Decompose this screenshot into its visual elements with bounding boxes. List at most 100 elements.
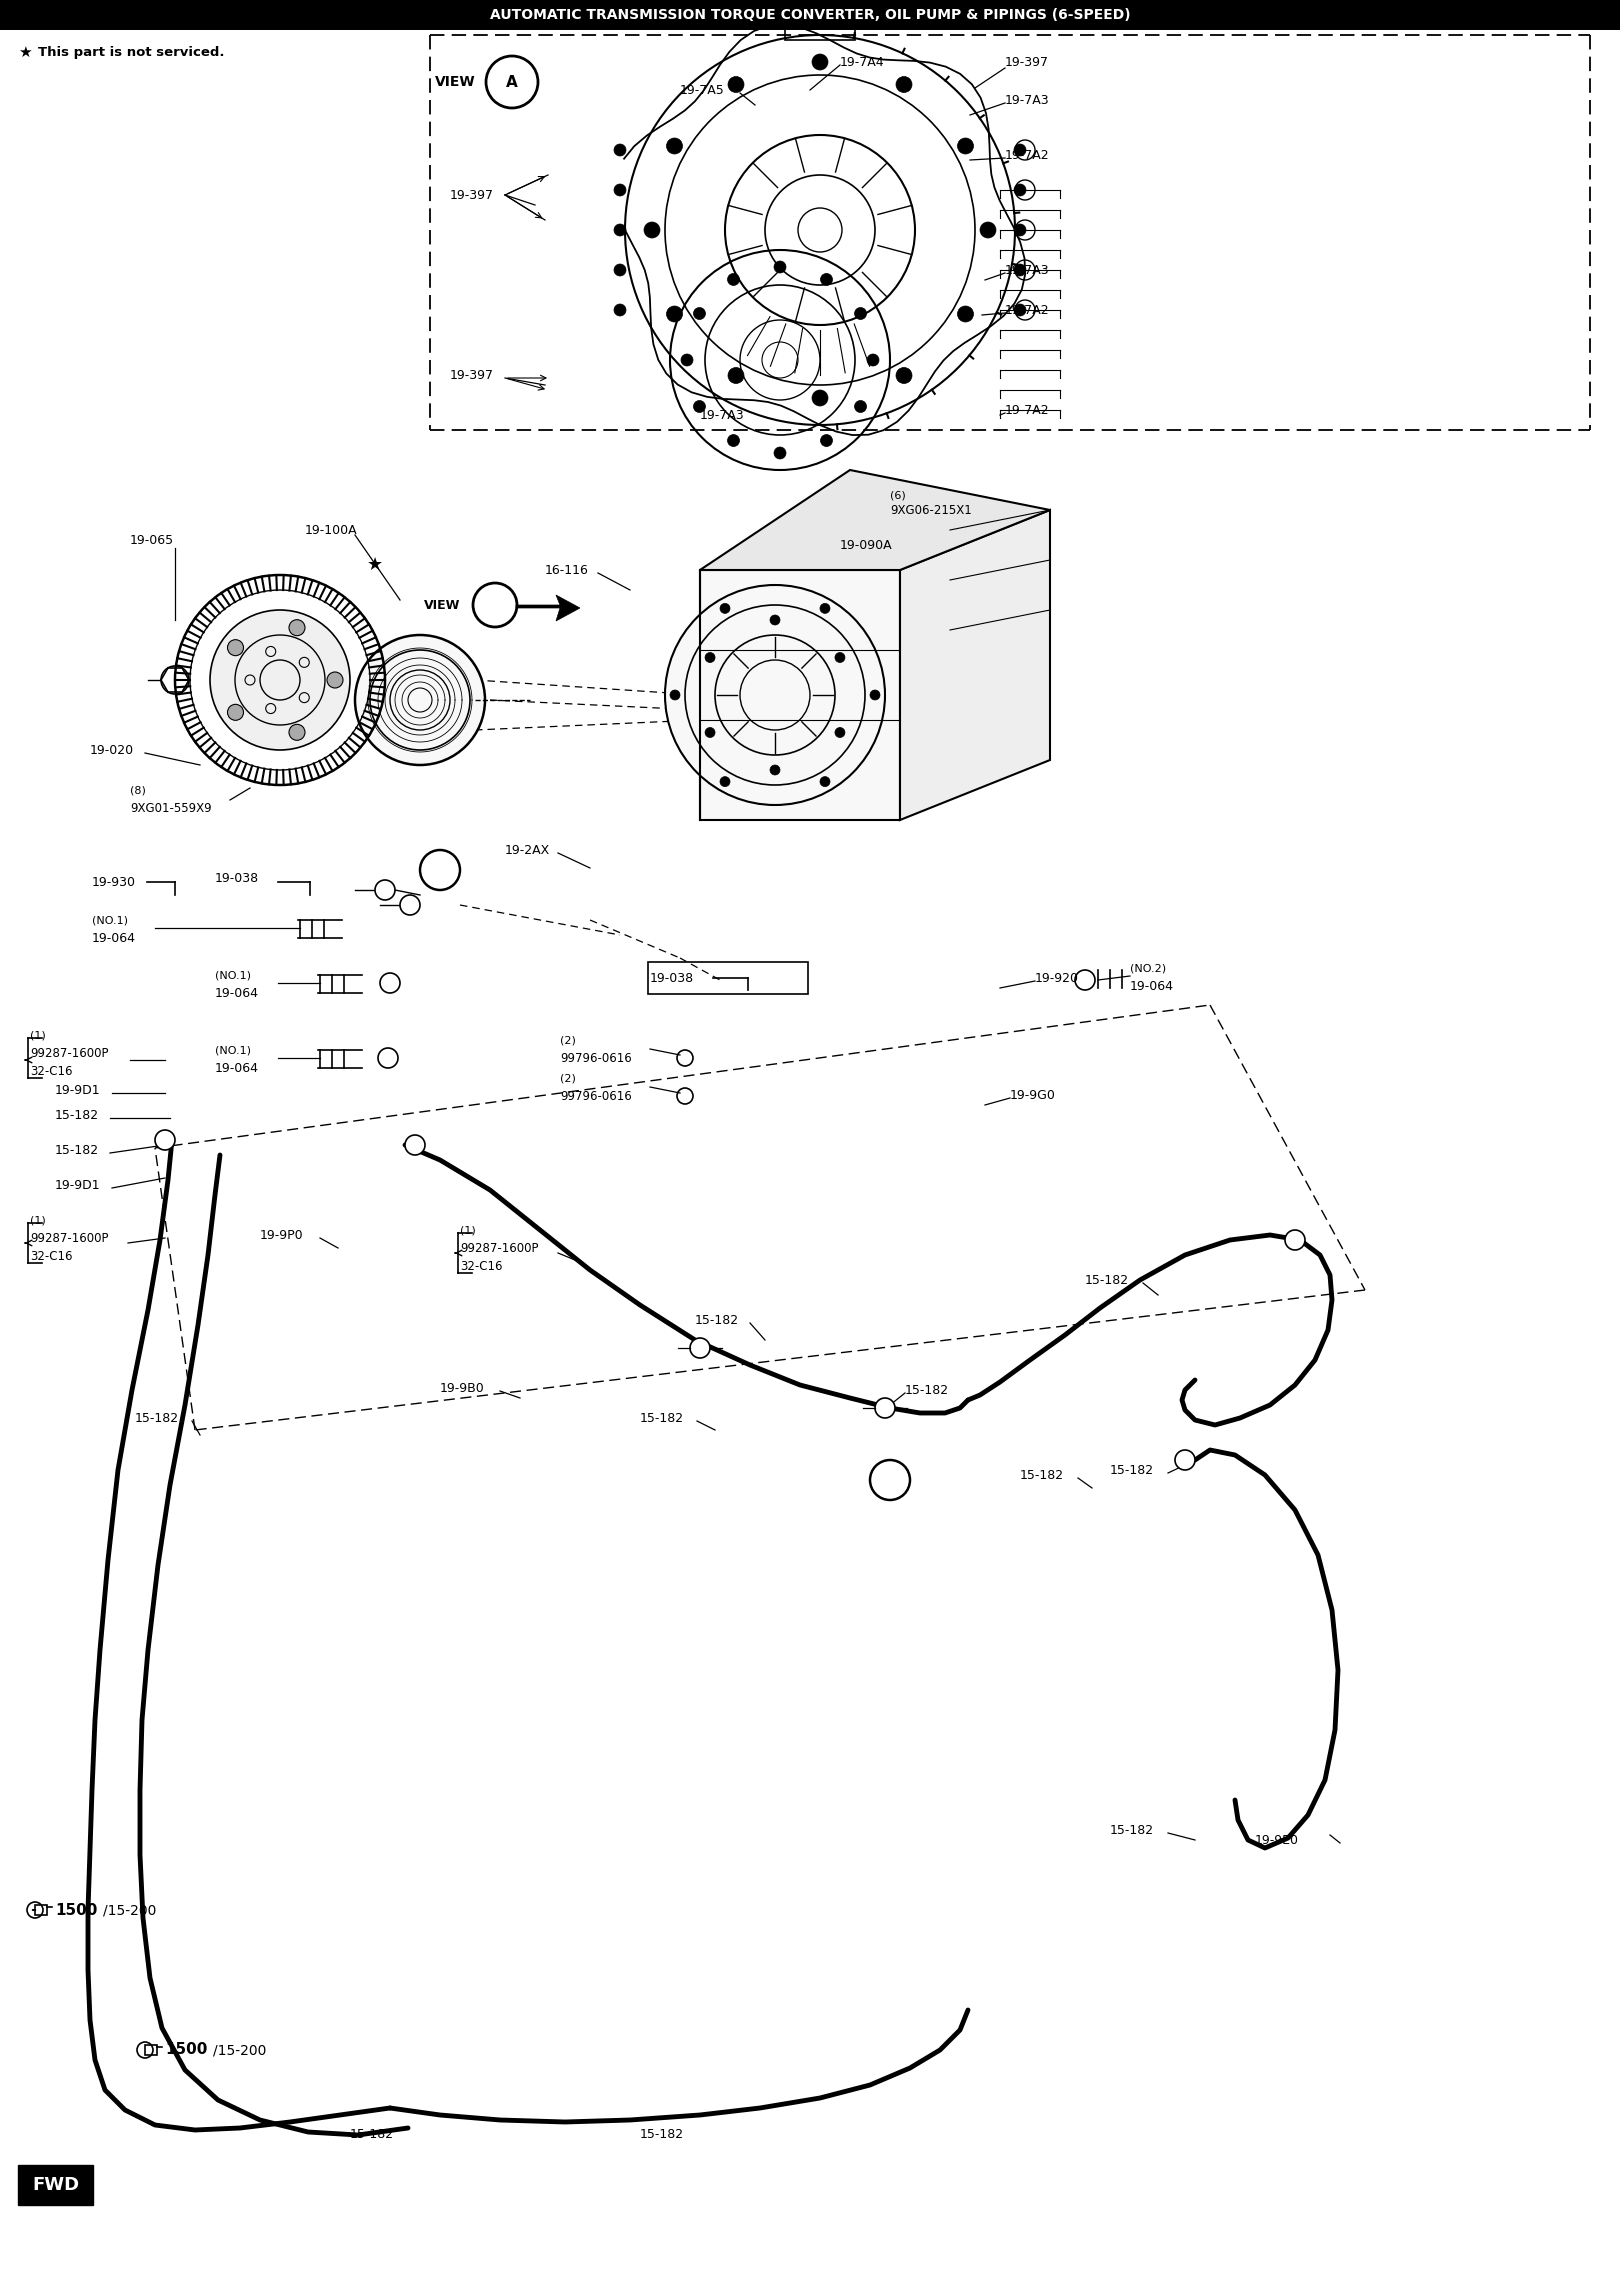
- Circle shape: [820, 435, 833, 446]
- Circle shape: [1285, 1229, 1306, 1250]
- Circle shape: [355, 635, 484, 765]
- Text: A: A: [505, 75, 518, 89]
- Text: 9XG06-215X1: 9XG06-215X1: [889, 503, 972, 517]
- Text: 15-182: 15-182: [1085, 1275, 1129, 1286]
- Circle shape: [834, 728, 846, 737]
- Text: 19-397: 19-397: [1004, 55, 1050, 68]
- Text: (6): (6): [889, 489, 906, 501]
- Text: 16-116: 16-116: [544, 564, 590, 576]
- Text: AUTOMATIC TRANSMISSION TORQUE CONVERTER, OIL PUMP & PIPINGS (6-SPEED): AUTOMATIC TRANSMISSION TORQUE CONVERTER,…: [489, 9, 1131, 23]
- Circle shape: [875, 1397, 894, 1418]
- Circle shape: [870, 690, 880, 701]
- Text: 19-038: 19-038: [215, 872, 259, 885]
- Circle shape: [812, 55, 828, 71]
- Circle shape: [719, 776, 731, 787]
- Circle shape: [614, 305, 625, 316]
- Circle shape: [381, 974, 400, 992]
- Circle shape: [812, 389, 828, 405]
- Circle shape: [400, 894, 420, 915]
- Polygon shape: [700, 471, 1050, 569]
- Text: (8): (8): [130, 785, 146, 794]
- Text: (2): (2): [561, 1036, 575, 1045]
- Text: (NO.1): (NO.1): [215, 1045, 251, 1056]
- Bar: [146, 2046, 157, 2055]
- Circle shape: [288, 619, 305, 635]
- Text: 15-182: 15-182: [640, 2128, 684, 2142]
- Text: 19-038: 19-038: [650, 972, 693, 986]
- Circle shape: [645, 223, 659, 239]
- Circle shape: [1014, 143, 1025, 157]
- Text: 19-9E0: 19-9E0: [1256, 1834, 1299, 1846]
- Text: FWD: FWD: [32, 2176, 79, 2194]
- Circle shape: [377, 1047, 399, 1067]
- Circle shape: [854, 307, 867, 319]
- Text: 15-182: 15-182: [1021, 1468, 1064, 1482]
- Circle shape: [870, 1459, 910, 1500]
- Text: 99796-0616: 99796-0616: [561, 1052, 632, 1065]
- Text: 15-182: 15-182: [1110, 1823, 1153, 1837]
- Text: VIEW: VIEW: [436, 75, 476, 89]
- Text: 15-182: 15-182: [55, 1143, 99, 1156]
- Text: 19-2AX: 19-2AX: [505, 844, 551, 856]
- Text: 19-064: 19-064: [92, 931, 136, 945]
- Circle shape: [727, 273, 739, 284]
- Circle shape: [327, 671, 343, 687]
- Text: 19-920: 19-920: [1035, 972, 1079, 986]
- Circle shape: [774, 262, 786, 273]
- Circle shape: [727, 77, 744, 93]
- Circle shape: [671, 690, 680, 701]
- Circle shape: [614, 264, 625, 275]
- Text: 19-020: 19-020: [91, 744, 134, 756]
- Text: 19-9G0: 19-9G0: [1009, 1088, 1056, 1102]
- Text: 32-C16: 32-C16: [31, 1065, 73, 1077]
- Text: (NO.2): (NO.2): [1131, 963, 1166, 974]
- Circle shape: [1014, 264, 1025, 275]
- Circle shape: [1014, 184, 1025, 196]
- Text: 19-397: 19-397: [450, 189, 494, 203]
- Circle shape: [727, 366, 744, 382]
- Circle shape: [666, 139, 682, 155]
- Text: 19-065: 19-065: [130, 533, 173, 546]
- Text: 19-7A5: 19-7A5: [680, 84, 724, 96]
- Circle shape: [227, 703, 243, 719]
- Text: (NO.1): (NO.1): [92, 915, 128, 924]
- Text: 15-182: 15-182: [1110, 1463, 1153, 1477]
- Circle shape: [1174, 1450, 1196, 1470]
- Text: 15-182: 15-182: [695, 1313, 739, 1327]
- Text: 15-182: 15-182: [350, 2128, 394, 2142]
- Bar: [648, 963, 808, 995]
- Circle shape: [854, 401, 867, 412]
- Text: 19-7A2: 19-7A2: [1004, 148, 1050, 162]
- Text: 19-7A3: 19-7A3: [1004, 93, 1050, 107]
- Circle shape: [770, 615, 779, 626]
- Circle shape: [614, 184, 625, 196]
- Polygon shape: [700, 569, 901, 819]
- Circle shape: [820, 776, 829, 787]
- Circle shape: [690, 1338, 710, 1359]
- Text: (NO.1): (NO.1): [215, 970, 251, 981]
- Circle shape: [820, 273, 833, 284]
- Text: 99287-1600P: 99287-1600P: [460, 1240, 538, 1254]
- Text: Z: Z: [434, 863, 446, 876]
- Circle shape: [680, 355, 693, 366]
- Text: This part is not serviced.: This part is not serviced.: [37, 46, 225, 59]
- Circle shape: [896, 77, 912, 93]
- Bar: [0, 0, 1620, 30]
- Circle shape: [896, 366, 912, 382]
- Circle shape: [957, 139, 974, 155]
- Circle shape: [705, 653, 714, 662]
- Text: ★: ★: [18, 46, 32, 59]
- Text: 19-090A: 19-090A: [841, 539, 893, 551]
- Text: 15-182: 15-182: [640, 1411, 684, 1425]
- Text: 19-7A2: 19-7A2: [1004, 303, 1050, 316]
- Text: 19-9D1: 19-9D1: [55, 1083, 100, 1097]
- Text: 99796-0616: 99796-0616: [561, 1090, 632, 1102]
- Polygon shape: [901, 510, 1050, 819]
- Circle shape: [693, 307, 705, 319]
- Text: 99287-1600P: 99287-1600P: [31, 1047, 109, 1061]
- Circle shape: [420, 849, 460, 890]
- Circle shape: [666, 305, 682, 321]
- Circle shape: [614, 223, 625, 237]
- Text: ★: ★: [368, 555, 382, 574]
- Circle shape: [156, 1129, 175, 1149]
